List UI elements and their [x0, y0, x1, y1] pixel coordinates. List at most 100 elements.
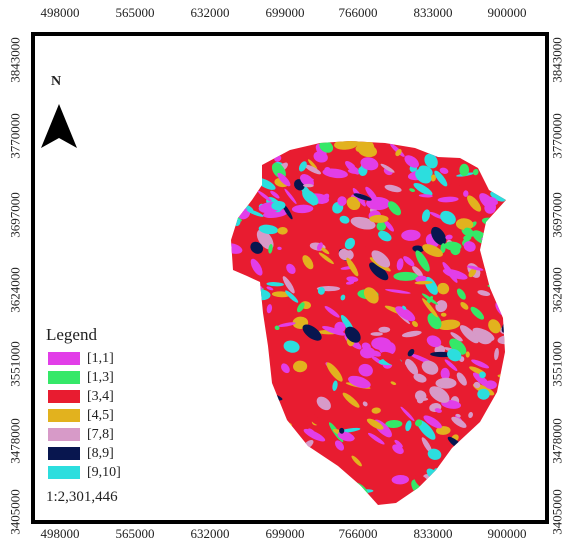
map-patch	[467, 195, 482, 212]
map-patch	[261, 391, 277, 404]
map-patch	[451, 416, 467, 428]
map-patch	[344, 299, 349, 313]
map-patch	[258, 224, 279, 235]
map-patch	[346, 276, 359, 283]
map-patch	[272, 141, 285, 146]
map-patch	[429, 386, 450, 403]
map-patch	[463, 227, 474, 237]
map-patch	[258, 467, 273, 471]
map-patch	[440, 367, 450, 380]
map-patch	[231, 441, 233, 453]
map-patch	[503, 241, 506, 250]
map-patch	[413, 373, 427, 383]
map-patch	[245, 284, 260, 293]
map-patch	[283, 340, 300, 353]
legend-label: [1,1]	[87, 351, 114, 366]
map-patch	[435, 300, 448, 313]
map-patch	[234, 471, 258, 485]
map-patch	[422, 244, 443, 258]
legend-swatch	[48, 409, 80, 422]
legend-label: [9,10]	[87, 465, 121, 480]
map-patch	[257, 190, 272, 202]
map-patch	[344, 326, 361, 343]
map-patch	[286, 263, 296, 275]
map-patch	[486, 492, 497, 502]
map-patch	[258, 387, 272, 402]
x-tick-label: 833000	[413, 5, 453, 20]
map-patch	[378, 230, 392, 242]
legend-label: [4,5]	[87, 408, 114, 423]
map-patch	[268, 243, 273, 254]
map-patch	[414, 280, 433, 285]
map-patch	[442, 261, 458, 283]
map-patch	[427, 448, 442, 460]
map-patch	[317, 495, 335, 504]
map-patch	[475, 330, 493, 345]
x-tick-label: 565000	[115, 5, 155, 20]
map-patch	[437, 196, 459, 203]
map-patch	[411, 320, 419, 328]
map-patch	[253, 402, 278, 411]
map-patch	[234, 315, 254, 327]
map-patch	[395, 306, 416, 322]
map-patch	[384, 220, 394, 232]
map-patch	[413, 182, 433, 196]
map-patch	[459, 325, 479, 344]
map-patch	[440, 312, 447, 317]
map-patch	[264, 470, 274, 479]
map-patch	[235, 400, 243, 410]
map-patch	[418, 165, 433, 177]
map-patch	[369, 214, 389, 223]
map-patch	[277, 246, 282, 251]
map-patch	[498, 298, 506, 307]
map-patch	[329, 486, 343, 491]
map-patch	[339, 215, 350, 224]
map-patch	[404, 155, 419, 168]
map-patch	[348, 375, 371, 389]
map-patch	[355, 145, 362, 152]
map-patch	[300, 183, 316, 206]
map-patch	[286, 483, 306, 495]
x-tick-label: 699000	[265, 5, 305, 20]
map-patch	[307, 159, 318, 170]
map-patch	[395, 149, 402, 157]
map-patch	[376, 221, 387, 231]
map-patch	[494, 165, 506, 176]
map-patch	[369, 262, 389, 281]
map-patch	[404, 359, 412, 367]
map-patch	[421, 293, 438, 305]
map-patch	[488, 319, 501, 334]
map-patch	[319, 141, 334, 153]
map-patch	[385, 419, 403, 429]
map-patch	[274, 325, 280, 331]
map-patch	[291, 204, 314, 214]
map-patch	[314, 472, 322, 482]
map-patch	[302, 255, 314, 270]
x-tick-label: 632000	[190, 5, 230, 20]
map-patch	[429, 211, 444, 220]
map-patch	[479, 371, 486, 379]
map-patch	[387, 201, 402, 216]
map-patch	[239, 168, 247, 177]
map-patch	[396, 258, 404, 271]
map-patch	[440, 210, 456, 225]
map-patch	[313, 151, 328, 163]
map-patch	[401, 330, 422, 338]
map-patch	[362, 401, 368, 407]
map-patch	[363, 287, 379, 304]
map-patch	[270, 444, 290, 454]
map-patch	[455, 218, 474, 231]
map-patch	[466, 265, 484, 271]
map-patch	[241, 147, 251, 155]
map-patch	[231, 470, 242, 482]
map-patch	[401, 229, 421, 241]
map-patch	[414, 390, 427, 402]
map-patch	[231, 243, 243, 254]
map-patch	[447, 348, 462, 362]
map-patch	[423, 482, 434, 497]
map-patch	[418, 194, 433, 198]
legend-label: [7,8]	[87, 427, 114, 442]
map-patch	[477, 290, 491, 297]
map-patch	[415, 250, 430, 272]
map-patch	[403, 256, 415, 267]
